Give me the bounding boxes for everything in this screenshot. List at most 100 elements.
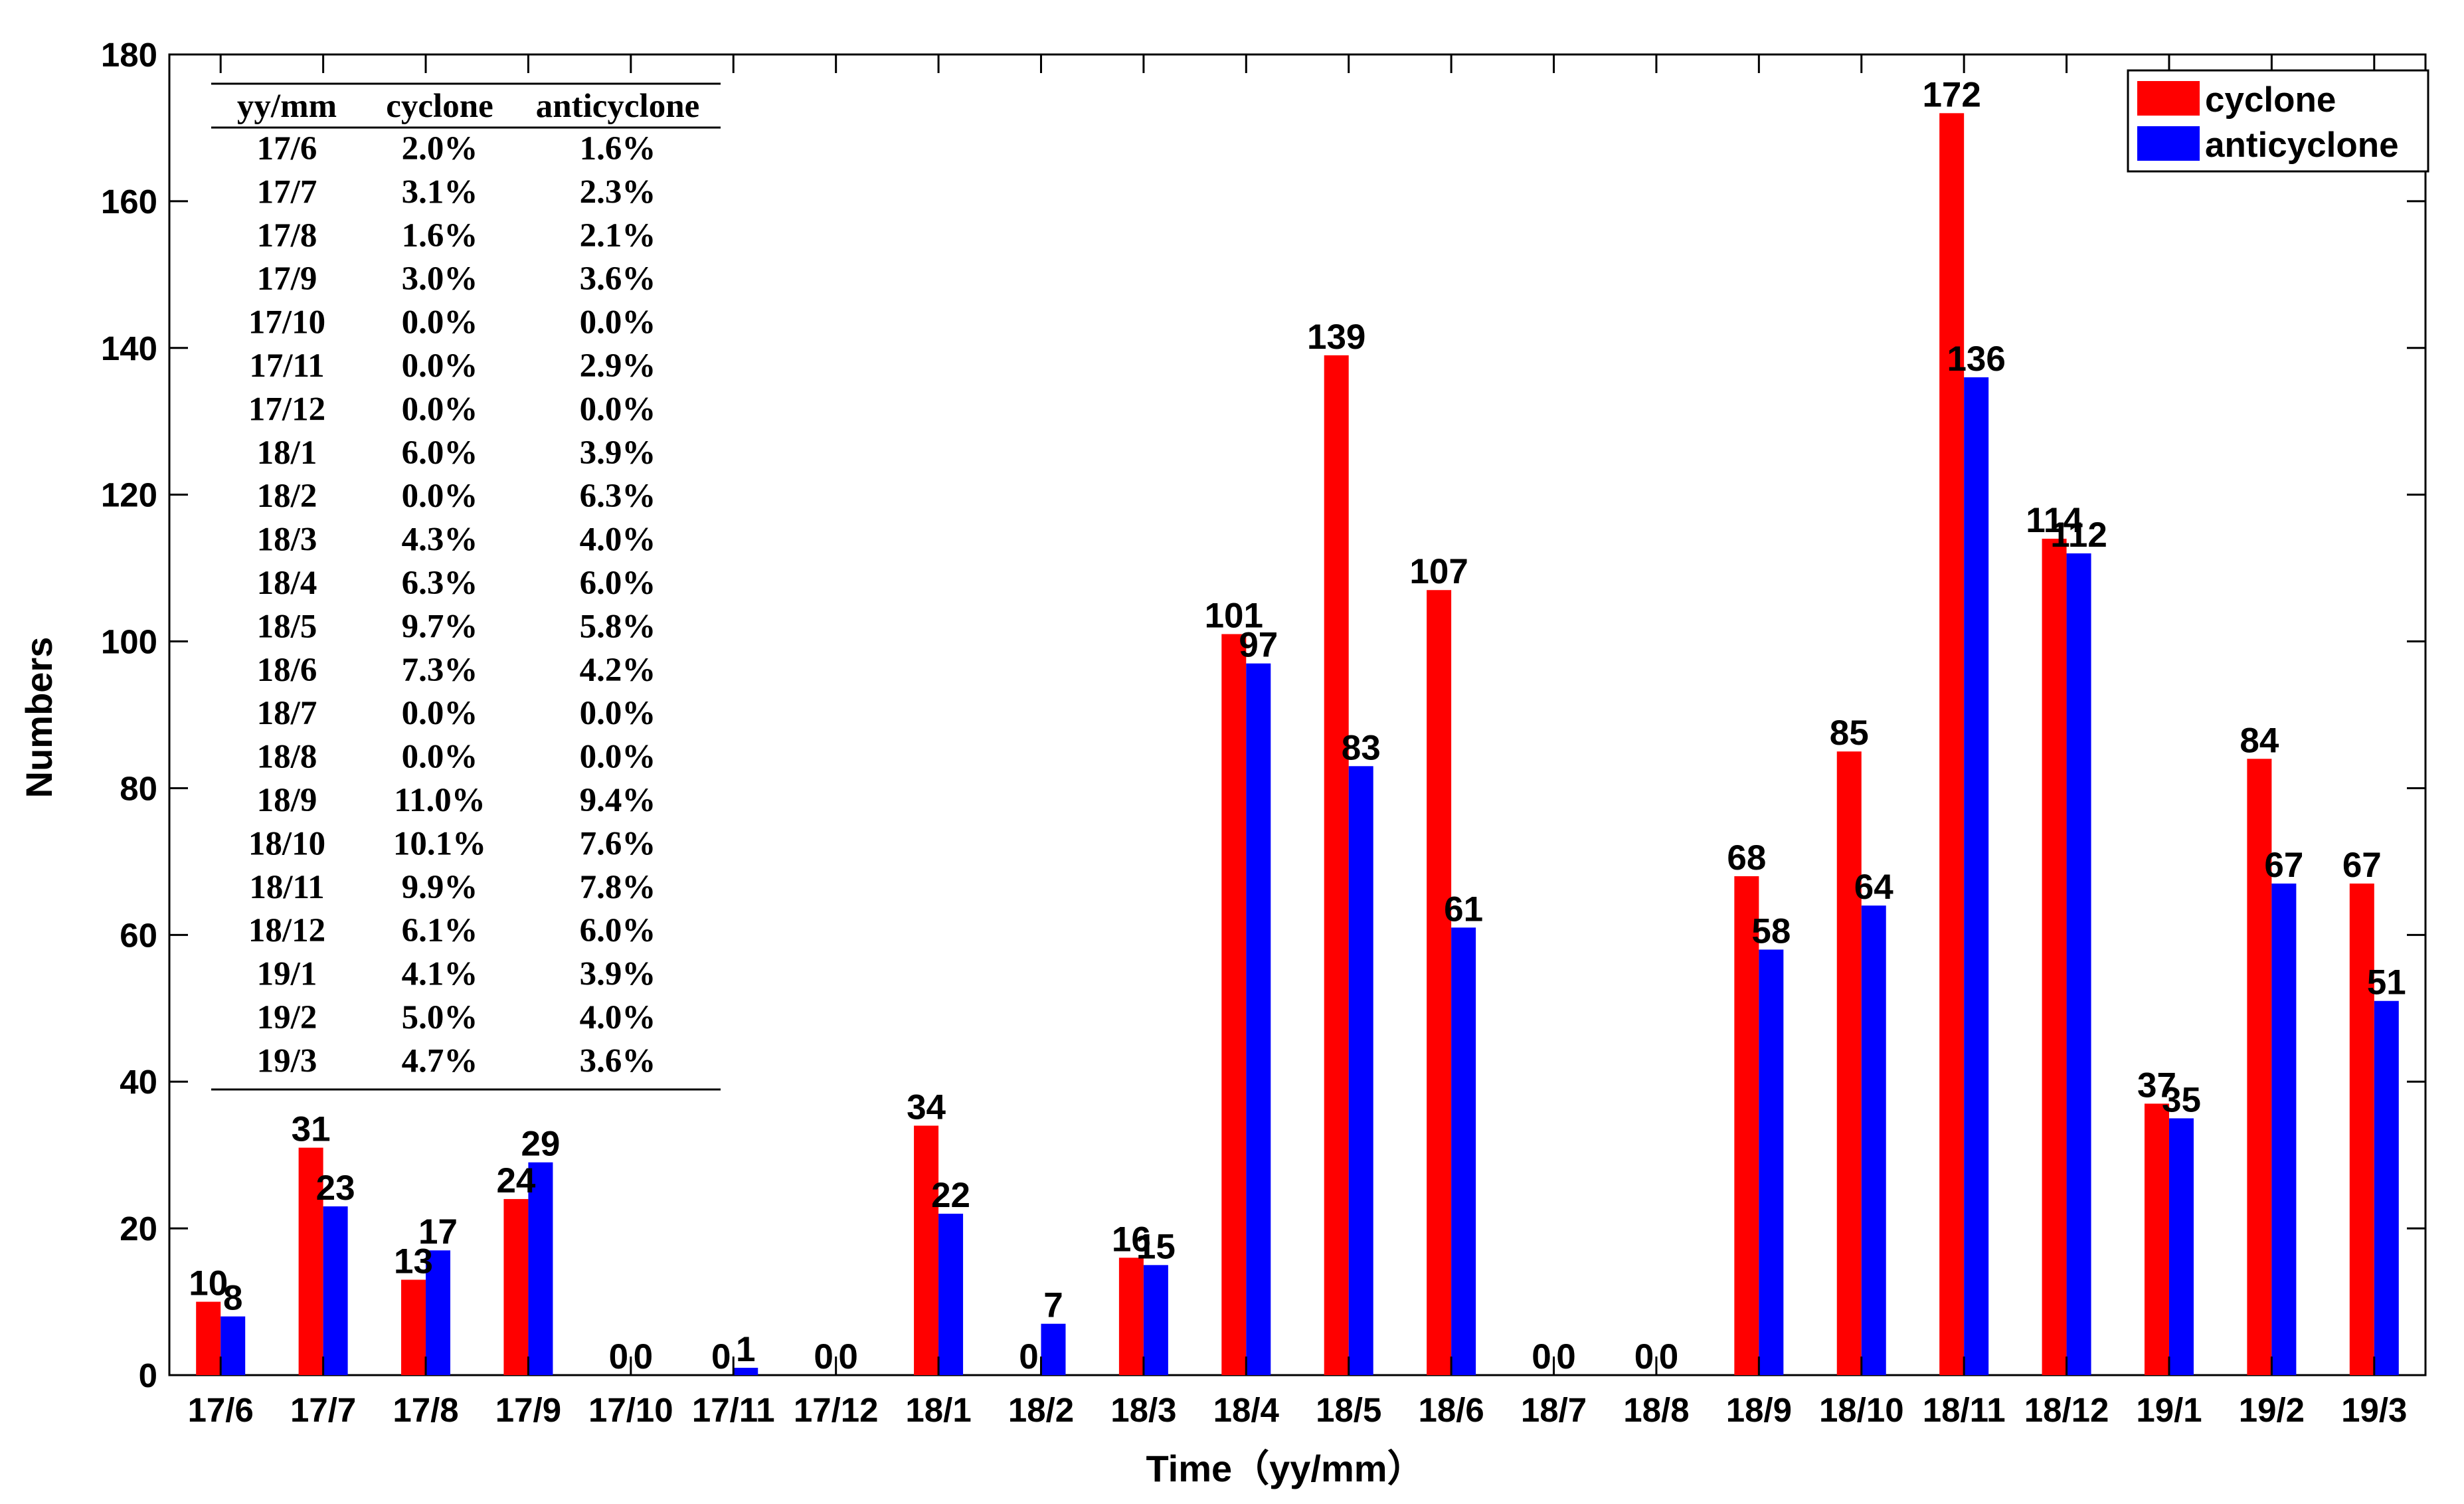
table-cell: 9.9% xyxy=(402,869,478,906)
table-cell: 17/12 xyxy=(248,391,325,428)
table-cell: 19/2 xyxy=(257,999,317,1036)
table-cell: 4.2% xyxy=(580,652,656,689)
table-header-cell: yy/mm xyxy=(237,88,337,125)
x-tick-label: 19/3 xyxy=(2341,1391,2407,1429)
table-cell: 0.0% xyxy=(580,391,656,428)
table-cell: 17/10 xyxy=(248,304,325,341)
legend-label-anticyclone: anticyclone xyxy=(2205,126,2399,165)
bar-anticyclone xyxy=(1759,949,1784,1375)
legend-swatch-anticyclone xyxy=(2137,126,2200,161)
table-cell: 18/8 xyxy=(257,739,317,776)
table-cell: 18/11 xyxy=(249,869,324,906)
table-cell: 4.7% xyxy=(402,1042,478,1080)
y-tick-label: 140 xyxy=(101,329,157,367)
x-axis-title: Time（yy/mm） xyxy=(1146,1448,1424,1489)
data-label-cyclone: 10 xyxy=(189,1264,228,1303)
data-label-cyclone: 0 xyxy=(1019,1337,1038,1376)
table-cell: 4.0% xyxy=(580,999,656,1036)
table-cell: 7.8% xyxy=(580,869,656,906)
x-tick-label: 18/9 xyxy=(1726,1391,1792,1429)
table-cell: 6.0% xyxy=(580,912,656,949)
data-label-cyclone: 172 xyxy=(1922,75,1980,114)
data-label-cyclone: 31 xyxy=(292,1110,331,1149)
bar-cyclone xyxy=(914,1125,939,1375)
x-tick-label: 17/11 xyxy=(692,1391,775,1429)
x-tick-label: 19/2 xyxy=(2239,1391,2305,1429)
bar-anticyclone xyxy=(528,1162,553,1375)
bar-cyclone xyxy=(503,1198,529,1375)
table-cell: 0.0% xyxy=(402,739,478,776)
table-cell: 3.9% xyxy=(580,956,656,993)
table-cell: 0.0% xyxy=(402,478,478,515)
table-header-cell: cyclone xyxy=(386,88,493,125)
data-label-cyclone: 114 xyxy=(2026,501,2083,540)
data-label-anticyclone: 136 xyxy=(1947,339,2005,379)
table-cell: 9.4% xyxy=(580,782,656,819)
bar-anticyclone xyxy=(1964,377,1989,1375)
data-label-cyclone: 37 xyxy=(2137,1066,2176,1105)
data-label-anticyclone: 0 xyxy=(838,1337,857,1376)
table-cell: 18/6 xyxy=(257,652,317,689)
table-cell: 6.0% xyxy=(402,434,478,472)
table-cell: 3.0% xyxy=(402,260,478,298)
x-tick-label: 17/7 xyxy=(290,1391,356,1429)
inset-table: yy/mm cyclone anticyclone 17/6 2.0% 1.6% 17/7 3… xyxy=(211,82,721,1091)
x-tick-label: 18/10 xyxy=(1819,1391,1904,1429)
bar-anticyclone xyxy=(426,1250,451,1375)
x-tick-label: 18/7 xyxy=(1521,1391,1587,1429)
data-label-anticyclone: 64 xyxy=(1854,868,1893,907)
table-cell: 0.0% xyxy=(402,304,478,341)
data-label-anticyclone: 58 xyxy=(1751,911,1791,951)
bar-cyclone xyxy=(2144,1103,2169,1375)
bar-anticyclone xyxy=(1861,905,1886,1375)
table-cell: 7.6% xyxy=(580,825,656,862)
data-label-anticyclone: 29 xyxy=(521,1125,560,1164)
data-label-anticyclone: 83 xyxy=(1342,728,1381,767)
y-axis-title: Numbers xyxy=(18,637,60,799)
bar-cyclone xyxy=(1427,590,1452,1376)
table-header-cell: anticyclone xyxy=(536,88,699,125)
data-label-cyclone: 24 xyxy=(496,1161,535,1200)
table-cell: 10.1% xyxy=(393,825,486,862)
x-tick-label: 18/2 xyxy=(1008,1391,1074,1429)
table-cell: 2.9% xyxy=(580,347,656,385)
bar-cyclone xyxy=(298,1147,323,1375)
table-cell: 3.6% xyxy=(580,260,656,298)
table-cell: 2.0% xyxy=(402,130,478,167)
data-label-cyclone: 0 xyxy=(711,1337,731,1376)
table-cell: 17/7 xyxy=(257,173,317,211)
table-cell: 11.0% xyxy=(394,782,485,819)
table-cell: 0.0% xyxy=(402,391,478,428)
data-label-anticyclone: 15 xyxy=(1136,1227,1176,1266)
bar-anticyclone xyxy=(2374,1000,2399,1375)
y-tick-label: 0 xyxy=(139,1357,157,1394)
table-cell: 3.1% xyxy=(402,173,478,211)
y-tick-label: 40 xyxy=(120,1063,157,1101)
y-tick-label: 180 xyxy=(101,36,157,74)
table-cell: 19/1 xyxy=(257,956,317,993)
y-tick-label: 60 xyxy=(120,916,157,954)
table-cell: 6.3% xyxy=(402,565,478,602)
data-label-cyclone: 0 xyxy=(1532,1337,1551,1376)
data-label-cyclone: 0 xyxy=(814,1337,833,1376)
bar-cyclone xyxy=(2042,538,2067,1375)
bar-cyclone xyxy=(1939,113,1965,1375)
table-cell: 18/7 xyxy=(257,695,317,732)
bar-anticyclone xyxy=(2271,884,2297,1375)
x-tick-label: 17/8 xyxy=(393,1391,458,1429)
table-cell: 17/9 xyxy=(257,260,317,298)
table-cell: 6.1% xyxy=(402,912,478,949)
legend-swatch-cyclone xyxy=(2137,81,2200,116)
x-tick-label: 17/10 xyxy=(588,1391,673,1429)
table-cell: 0.0% xyxy=(580,304,656,341)
bar-anticyclone xyxy=(1451,927,1476,1375)
data-label-anticyclone: 17 xyxy=(418,1212,458,1252)
x-tick-label: 18/11 xyxy=(1923,1391,2006,1429)
table-cell: 5.8% xyxy=(580,608,656,645)
legend: cyclone anticyclone xyxy=(2127,69,2429,173)
data-label-cyclone: 107 xyxy=(1409,552,1468,591)
data-label-anticyclone: 7 xyxy=(1043,1286,1063,1325)
x-tick-label: 17/6 xyxy=(188,1391,254,1429)
table-cell: 1.6% xyxy=(402,217,478,254)
